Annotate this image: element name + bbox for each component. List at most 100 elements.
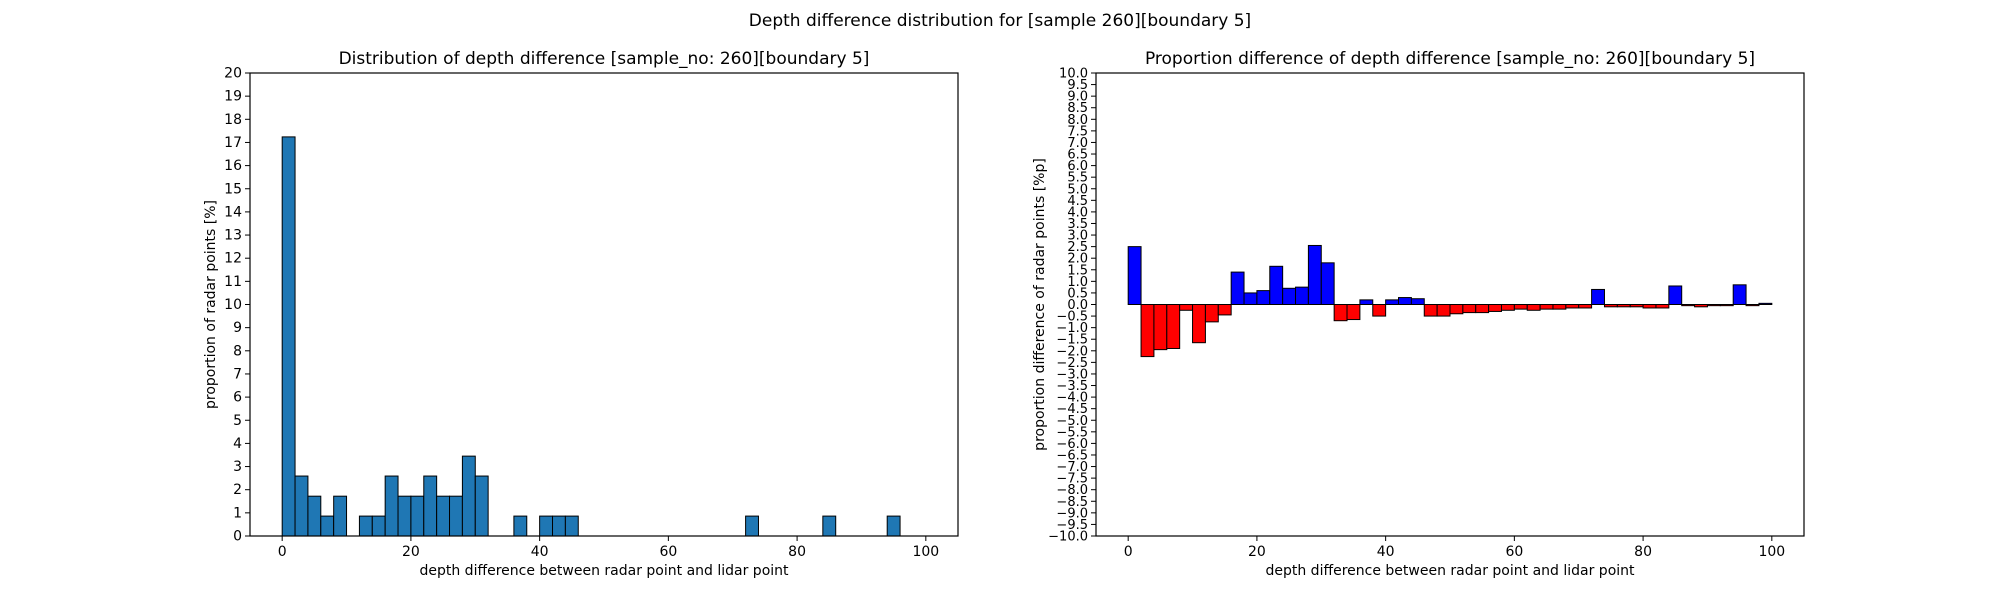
left-bar [371,515,386,537]
left-bar [333,495,348,537]
right-bar [1127,246,1142,305]
right-bar [1565,304,1580,309]
right-bar [1179,304,1194,311]
left-bars [281,136,901,537]
right-bar [1616,304,1631,308]
right-bar [1449,304,1464,315]
right-bar [1552,304,1567,310]
right-y-tick-label: −4.5 [1056,402,1088,417]
left-x-tick-label: 80 [788,544,806,560]
right-y-axis: −10.0−9.5−9.0−8.5−8.0−7.5−7.0−6.5−6.0−5.… [1048,67,1096,545]
right-bar [1192,304,1206,344]
left-bar [397,495,412,537]
left-bar [358,515,373,537]
right-y-tick-label: 10.0 [1059,67,1088,82]
right-y-tick-label: −0.5 [1056,310,1088,325]
right-bar [1500,304,1515,311]
right-x-tick-label: 100 [1758,544,1785,560]
right-y-tick-label: 6.5 [1067,148,1088,163]
right-y-tick-label: 2.0 [1067,252,1088,267]
right-bar [1282,287,1297,306]
right-y-tick-label: −8.0 [1056,483,1088,498]
right-bar [1681,304,1696,307]
right-y-tick-label: 3.5 [1067,217,1088,232]
right-y-tick-label: 4.0 [1067,205,1088,220]
left-bar [461,455,476,537]
right-bar [1269,265,1284,305]
right-x-tick-label: 40 [1377,544,1395,560]
right-y-tick-label: −9.0 [1056,506,1088,521]
left-y-tick-label: 13 [224,228,242,244]
left-y-tick-label: 10 [224,297,242,313]
left-y-tick-label: 6 [233,390,242,406]
left-bar [539,515,554,537]
right-chart-title: Proportion difference of depth differenc… [1145,49,1755,69]
right-bar [1385,299,1400,305]
left-y-tick-label: 1 [233,505,242,521]
left-y-tick-label: 5 [233,413,242,429]
right-y-tick-label: −2.5 [1056,356,1088,371]
left-y-tick-label: 9 [233,320,242,336]
right-bar [1204,304,1219,323]
right-bar [1578,304,1593,309]
right-y-tick-label: 9.5 [1067,78,1088,93]
left-bar [294,475,309,537]
right-y-tick-label: −10.0 [1048,530,1088,545]
right-y-tick-label: 2.5 [1067,240,1088,255]
left-y-tick-label: 8 [233,343,242,359]
left-bar [822,515,837,537]
right-bar [1719,304,1734,307]
right-bar [1140,304,1155,358]
left-bar [474,475,489,537]
right-bar [1668,285,1683,306]
right-bar [1488,304,1502,312]
right-bar [1603,304,1618,308]
right-y-tick-label: 0.5 [1067,286,1088,301]
left-y-axis-label: proportion of radar points [%] [203,200,219,409]
right-bar [1320,262,1335,305]
right-y-tick-label: −3.0 [1056,367,1088,382]
right-bar [1256,290,1271,305]
left-chart-title: Distribution of depth difference [sample… [339,49,870,69]
left-bar [410,495,425,537]
right-y-axis-label: proportion difference of radar points [%… [1032,158,1048,451]
right-bar [1423,304,1438,317]
right-x-tick-label: 60 [1505,544,1523,560]
right-x-tick-label: 0 [1124,544,1133,560]
right-y-tick-label: −4.0 [1056,391,1088,406]
right-y-tick-label: 6.0 [1067,159,1088,174]
right-y-tick-label: −6.0 [1056,437,1088,452]
left-bar [307,495,322,537]
left-y-tick-label: 11 [224,274,242,290]
left-bar [513,515,528,537]
left-y-tick-label: 0 [233,529,242,545]
right-bar [1539,304,1554,310]
right-bar [1629,304,1644,308]
right-x-tick-label: 80 [1634,544,1652,560]
right-y-tick-label: −1.0 [1056,321,1088,336]
left-y-tick-label: 20 [224,66,242,82]
left-bar [564,515,579,537]
right-x-tick-label: 20 [1248,544,1266,560]
right-bar [1295,286,1309,306]
right-y-tick-label: −3.5 [1056,379,1088,394]
right-bar [1230,271,1245,305]
right-bar [1410,298,1425,305]
right-bar [1694,304,1708,308]
right-y-tick-label: −7.0 [1056,460,1088,475]
left-y-tick-label: 3 [233,459,242,475]
left-y-tick-label: 15 [224,181,242,197]
right-bar [1758,302,1773,305]
right-y-tick-label: 8.0 [1067,113,1088,128]
right-bar [1307,244,1322,305]
right-bar [1166,304,1181,349]
right-bar [1732,284,1747,306]
left-y-tick-label: 4 [233,436,242,452]
right-y-tick-label: 1.0 [1067,275,1088,290]
left-y-tick-label: 7 [233,366,242,382]
right-y-tick-label: −7.5 [1056,472,1088,487]
left-x-axis: 0 20 40 60 80 100 [278,536,939,560]
left-x-axis-label: depth difference between radar point and… [419,563,789,579]
